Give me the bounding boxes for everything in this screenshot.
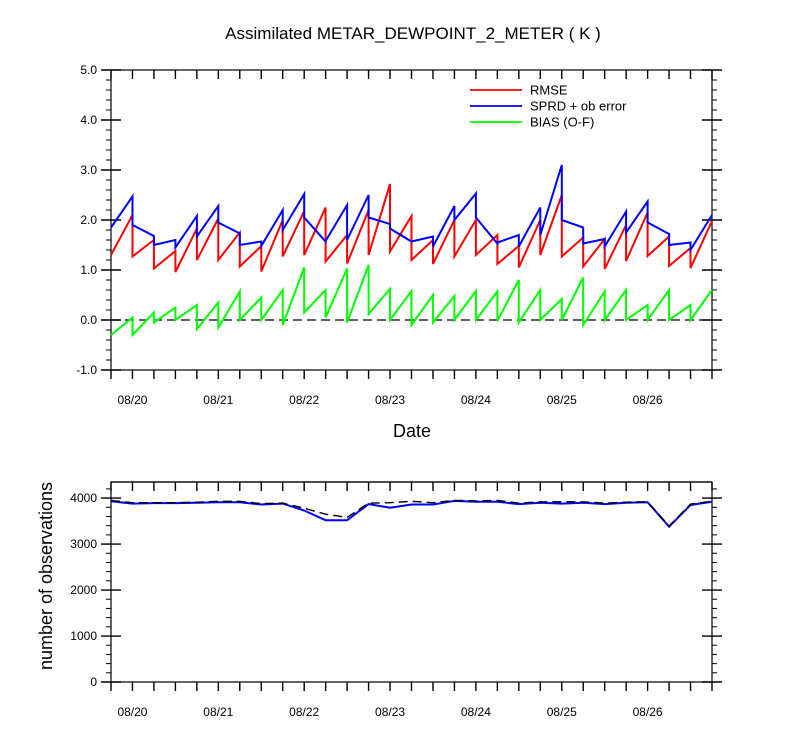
y-tick-label: 1.0 xyxy=(80,263,97,277)
top-y-tick-labels: -1.0 0.0 1.0 2.0 3.0 4.0 5.0 xyxy=(76,63,97,377)
x-axis-title: Date xyxy=(393,421,431,441)
chart-title: Assimilated METAR_DEWPOINT_2_METER ( K ) xyxy=(225,24,601,43)
y-tick-label: 3.0 xyxy=(80,163,97,177)
y-tick-label: 5.0 xyxy=(80,63,97,77)
x-tick-label: 08/24 xyxy=(461,705,491,719)
series-line-sprd-ob-error xyxy=(110,164,713,254)
x-tick-label: 08/22 xyxy=(289,393,319,407)
y-tick-label: 2.0 xyxy=(80,213,97,227)
x-tick-label: 08/21 xyxy=(203,393,233,407)
x-tick-label: 08/22 xyxy=(289,705,319,719)
series-line-rmse xyxy=(110,183,713,273)
x-tick-label: 08/24 xyxy=(461,393,491,407)
top-series xyxy=(110,164,713,338)
bottom-plot-frame xyxy=(110,481,713,683)
y-tick-label: 1000 xyxy=(70,629,97,643)
x-tick-label: 08/23 xyxy=(375,705,405,719)
legend-label: RMSE xyxy=(530,83,568,98)
y-tick-label: 4.0 xyxy=(80,113,97,127)
series-line-possible xyxy=(110,499,713,528)
y-tick-label: 4000 xyxy=(70,491,97,505)
series-line-used xyxy=(110,499,713,529)
x-tick-label: 08/25 xyxy=(547,393,577,407)
bottom-x-tick-labels: 08/20 08/21 08/22 08/23 08/24 08/25 08/26 xyxy=(117,705,662,719)
series-line-bias-o-f xyxy=(110,264,713,338)
x-tick-label: 08/21 xyxy=(203,705,233,719)
top-x-tick-labels: 08/20 08/21 08/22 08/23 08/24 08/25 08/26 xyxy=(117,393,662,407)
legend-label: SPRD + ob error xyxy=(530,99,627,114)
x-tick-label: 08/26 xyxy=(633,705,663,719)
y-axis-title-observations: number of observations xyxy=(36,482,56,670)
top-chart: Assimilated METAR_DEWPOINT_2_METER ( K )… xyxy=(76,24,722,441)
x-tick-label: 08/23 xyxy=(375,393,405,407)
x-tick-label: 08/26 xyxy=(633,393,663,407)
top-ticks xyxy=(101,69,722,379)
y-tick-label: 2000 xyxy=(70,583,97,597)
y-tick-label: 0 xyxy=(90,675,97,689)
bottom-ticks xyxy=(101,482,722,691)
y-tick-label: -1.0 xyxy=(76,363,97,377)
x-tick-label: 08/25 xyxy=(547,705,577,719)
legend-label: BIAS (O-F) xyxy=(530,115,594,130)
x-tick-label: 08/20 xyxy=(117,705,147,719)
bottom-y-tick-labels: 0 1000 2000 3000 4000 xyxy=(70,491,97,689)
bottom-series xyxy=(110,499,713,529)
x-tick-label: 08/20 xyxy=(117,393,147,407)
y-tick-label: 3000 xyxy=(70,537,97,551)
y-tick-label: 0.0 xyxy=(80,313,97,327)
